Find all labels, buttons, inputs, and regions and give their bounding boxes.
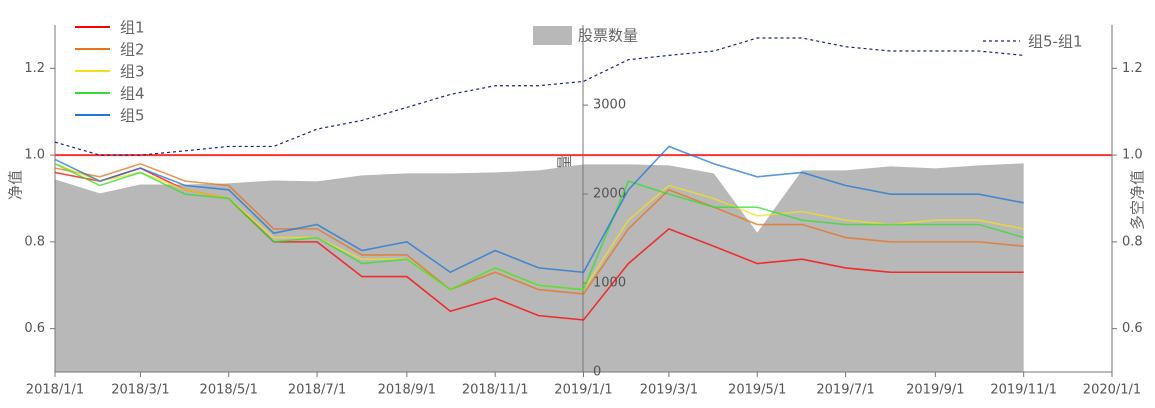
x-tick-label: 2018/1/1	[26, 383, 84, 398]
y3-tick-label: 2000	[593, 187, 626, 202]
y3-tick-label: 1000	[593, 276, 626, 291]
y2-tick-label: 1.2	[1122, 61, 1143, 76]
legend-swatch	[533, 26, 572, 45]
series-line	[54, 145, 1024, 274]
legend-label: 组4	[120, 85, 145, 103]
series-line	[54, 162, 1024, 295]
y-axis-label: 净值	[7, 170, 25, 200]
x-tick-label: 2018/5/1	[200, 383, 258, 398]
legend-label: 组5	[120, 107, 145, 125]
x-tick-label: 2020/1/1	[1083, 383, 1141, 398]
x-tick-label: 2018/3/1	[111, 383, 169, 398]
y3-tick-label: 3000	[593, 98, 626, 113]
y2-tick-label: 1.0	[1122, 148, 1143, 163]
legend-label: 股票数量	[578, 27, 638, 45]
legend-label: 组2	[120, 41, 145, 59]
legend-label: 组5-组1	[1028, 33, 1083, 51]
x-tick-label: 2019/3/1	[640, 383, 698, 398]
series-line	[54, 163, 1024, 291]
x-tick-label: 2018/11/1	[462, 383, 529, 398]
y2-tick-label: 0.6	[1122, 321, 1143, 336]
y-tick-label: 1.2	[24, 61, 45, 76]
x-tick-label: 2018/9/1	[378, 383, 436, 398]
x-tick-label: 2018/7/1	[288, 383, 346, 398]
y-tick-label: 1.0	[24, 148, 45, 163]
y-tick-label: 0.6	[24, 321, 45, 336]
x-tick-label: 2019/7/1	[816, 383, 874, 398]
y2-axis-label: 多空净值	[1129, 170, 1147, 230]
x-tick-label: 2019/11/1	[990, 383, 1057, 398]
x-tick-label: 2019/1/1	[554, 383, 612, 398]
series-line	[54, 37, 1024, 156]
legend-label: 组1	[120, 19, 145, 37]
y-tick-label: 0.8	[24, 234, 45, 249]
x-tick-label: 2019/9/1	[906, 383, 964, 398]
y3-tick-label: 0	[593, 365, 601, 380]
x-tick-label: 2019/5/1	[728, 383, 786, 398]
y2-tick-label: 0.8	[1122, 234, 1143, 249]
legend-label: 组3	[120, 63, 145, 81]
